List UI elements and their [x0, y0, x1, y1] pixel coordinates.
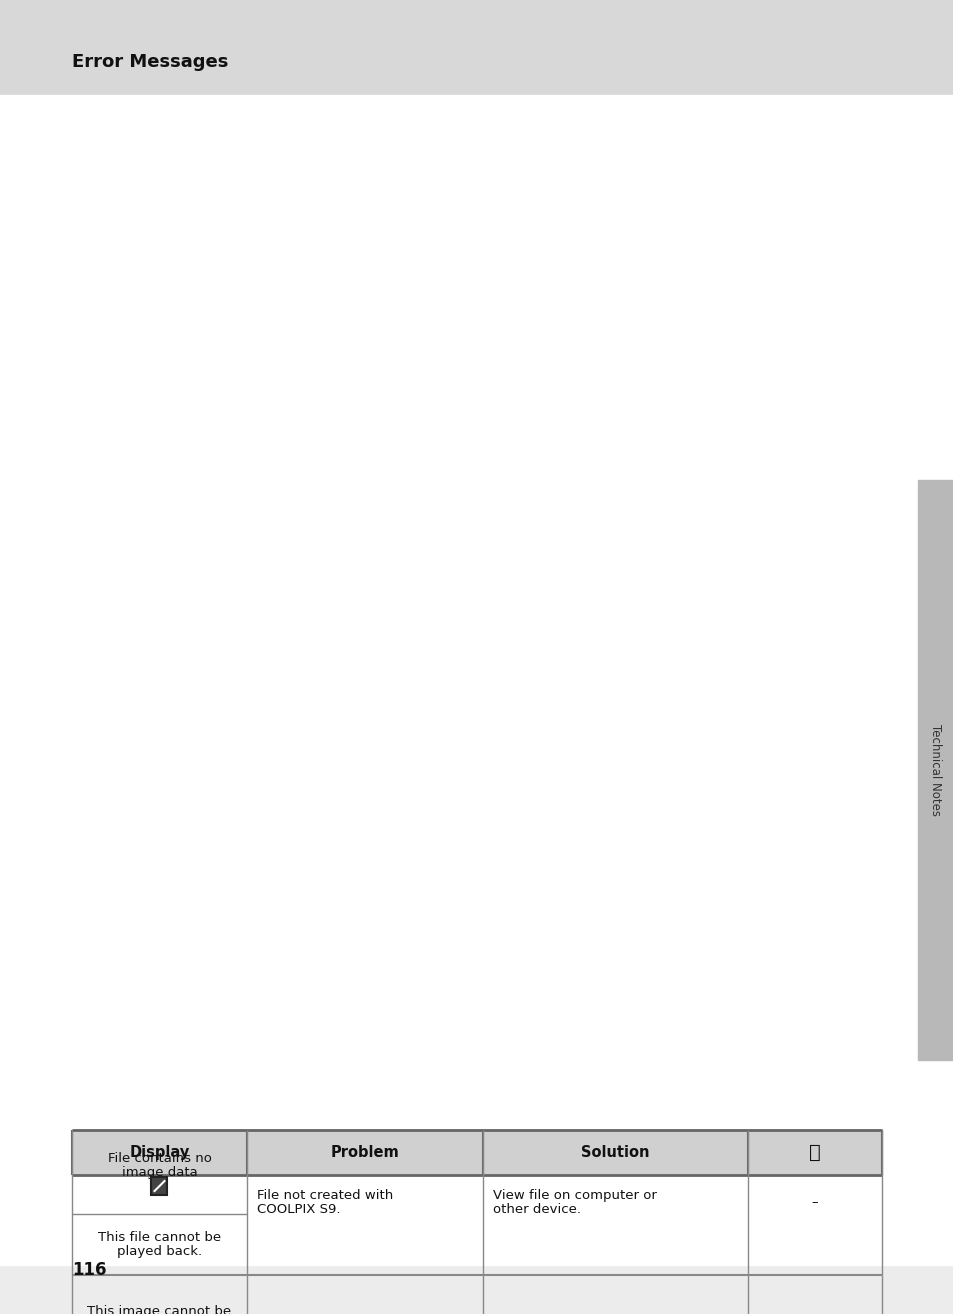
Bar: [71, 1130, 882, 1175]
Text: Solution: Solution: [580, 1144, 649, 1160]
Text: other device.: other device.: [493, 1204, 580, 1215]
Text: File contains no: File contains no: [108, 1151, 212, 1164]
Text: image data: image data: [121, 1166, 197, 1179]
Text: This image cannot be: This image cannot be: [88, 1305, 232, 1314]
Text: Technical Notes: Technical Notes: [928, 724, 942, 816]
Text: Error Messages: Error Messages: [71, 53, 228, 71]
FancyBboxPatch shape: [152, 1177, 168, 1194]
Text: This file cannot be: This file cannot be: [98, 1231, 221, 1244]
Text: Ⓟ: Ⓟ: [808, 1143, 820, 1162]
Text: played back.: played back.: [117, 1246, 202, 1257]
Text: View file on computer or: View file on computer or: [493, 1189, 657, 1202]
Text: COOLPIX S9.: COOLPIX S9.: [256, 1204, 340, 1215]
Bar: [0, 95, 953, 1265]
Text: Display: Display: [130, 1144, 190, 1160]
Bar: [917, 480, 953, 1060]
Text: Problem: Problem: [331, 1144, 399, 1160]
Text: –: –: [811, 1196, 818, 1209]
Bar: [0, 0, 953, 95]
Text: 116: 116: [71, 1261, 107, 1279]
Text: File not created with: File not created with: [256, 1189, 393, 1202]
